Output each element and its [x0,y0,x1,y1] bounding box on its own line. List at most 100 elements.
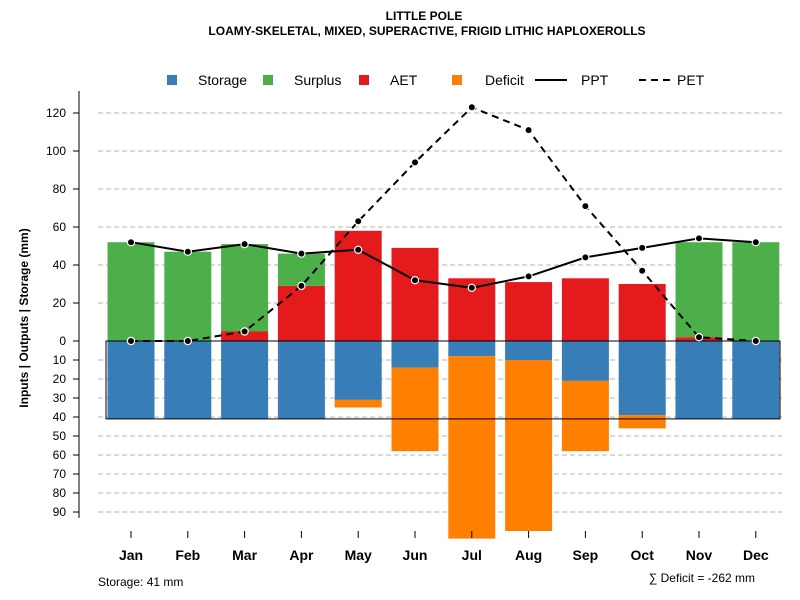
series-lines [126,103,761,346]
x-tick-label-apr: Apr [289,547,314,563]
bar-storage-aug [505,341,553,360]
y-axis: 0 20 40 60 80 100 120 10 20 30 40 50 60 70 80 90 [46,91,80,519]
point-pet-nov [694,333,704,342]
y-axis-label: Inputs | Outputs | Storage (mm) [17,228,31,407]
bar-surplus-jan [107,242,155,341]
point-pet-mar [240,327,249,336]
bar-storage-nov [675,341,723,419]
bar-aet-aug [505,282,553,341]
point-pet-oct [638,266,647,275]
legend-label-pet: PET [677,72,705,88]
y-tick-label: 40 [53,258,67,272]
y-tick-label: 120 [46,106,66,120]
bar-storage-dec [732,341,780,419]
point-ppt-mar [240,239,249,249]
x-tick-label-jun: Jun [403,547,428,563]
point-ppt-jan [126,237,136,247]
point-ppt-jun [410,276,420,285]
x-tick-label-dec: Dec [743,547,769,563]
y-tick-label: 100 [46,144,66,158]
bar-storage-feb [164,341,212,419]
bar-surplus-nov [675,242,723,338]
chart-subtitle: LOAMY-SKELETAL, MIXED, SUPERACTIVE, FRIG… [208,24,645,38]
point-pet-may [354,217,363,226]
line-ppt [130,237,756,289]
bar-aet-apr [277,285,325,341]
gridlines [98,112,782,513]
legend-label-deficit: Deficit [485,72,524,88]
point-ppt-sep [581,253,590,262]
bar-aet-oct [618,284,666,341]
x-tick-label-may: May [345,547,372,563]
x-tick-label-aug: Aug [515,547,542,563]
bar-storage-may [334,341,382,400]
point-pet-jul [467,103,476,112]
x-tick-label-jul: Jul [462,547,482,563]
bar-deficit-sep [561,380,609,452]
bar-storage-jul [448,341,496,357]
x-tick-label-jan: Jan [119,547,143,563]
y-tick-label: 0 [59,334,66,348]
point-pet-dec [751,336,761,346]
x-tick-label-oct: Oct [631,547,655,563]
x-axis: Jan Feb Mar Apr May Jun Jul Aug Sep Oct Nov Dec [119,531,769,563]
legend-label-ppt: PPT [581,72,609,88]
point-pet-sep [581,201,590,211]
bar-storage-jun [391,341,439,368]
point-ppt-nov [694,234,704,243]
y-tick-label: 30 [53,391,67,405]
legend-label-aet: AET [390,72,418,88]
x-tick-label-mar: Mar [232,547,257,563]
point-ppt-oct [638,243,647,253]
point-pet-jun [410,158,420,167]
x-tick-label-sep: Sep [573,547,599,563]
x-tick-label-feb: Feb [175,547,200,563]
bar-deficit-may [334,399,382,408]
legend-swatch-storage [167,75,177,85]
x-tick-label-nov: Nov [686,547,713,563]
point-pet-jan [126,336,136,346]
y-tick-label: 10 [53,353,67,367]
point-ppt-apr [297,249,306,258]
bar-aet-mar [221,331,269,341]
y-tick-label: 40 [53,410,67,424]
point-pet-apr [297,281,306,291]
legend-swatch-aet [359,75,369,85]
point-ppt-dec [751,237,761,247]
bar-storage-jan [107,341,155,419]
y-tick-label: 90 [53,505,67,519]
y-tick-label: 50 [53,429,67,443]
y-tick-label: 60 [53,220,67,234]
bar-storage-oct [618,341,666,416]
bar-aet-sep [561,278,609,341]
legend-swatch-deficit [452,75,462,85]
bar-storage-apr [277,341,325,419]
storage-capacity-rect [105,340,781,420]
bar-surplus-mar [221,244,269,332]
y-tick-label: 80 [53,486,67,500]
legend-label-storage: Storage [198,72,247,88]
legend-label-surplus: Surplus [294,72,341,88]
y-tick-label: 60 [53,448,67,462]
bar-deficit-jul [448,356,496,539]
deficit-total-footer: ∑ Deficit = -262 mm [649,571,755,585]
chart-title: LITTLE POLE [386,9,463,23]
y-tick-label: 20 [53,296,67,310]
bar-deficit-aug [505,360,553,531]
bars [107,230,780,539]
point-pet-aug [524,125,533,135]
point-ppt-aug [524,272,533,281]
legend-swatch-surplus [263,75,273,85]
bar-surplus-apr [277,253,325,286]
bar-aet-jun [391,247,439,341]
bar-deficit-oct [618,415,666,429]
bar-surplus-feb [164,251,212,341]
storage-capacity-box [105,340,781,420]
point-ppt-may [354,245,363,254]
point-pet-feb [183,336,192,346]
point-ppt-jul [467,283,476,292]
y-tick-label: 20 [53,372,67,386]
bar-deficit-jun [391,367,439,452]
bar-storage-sep [561,341,609,381]
